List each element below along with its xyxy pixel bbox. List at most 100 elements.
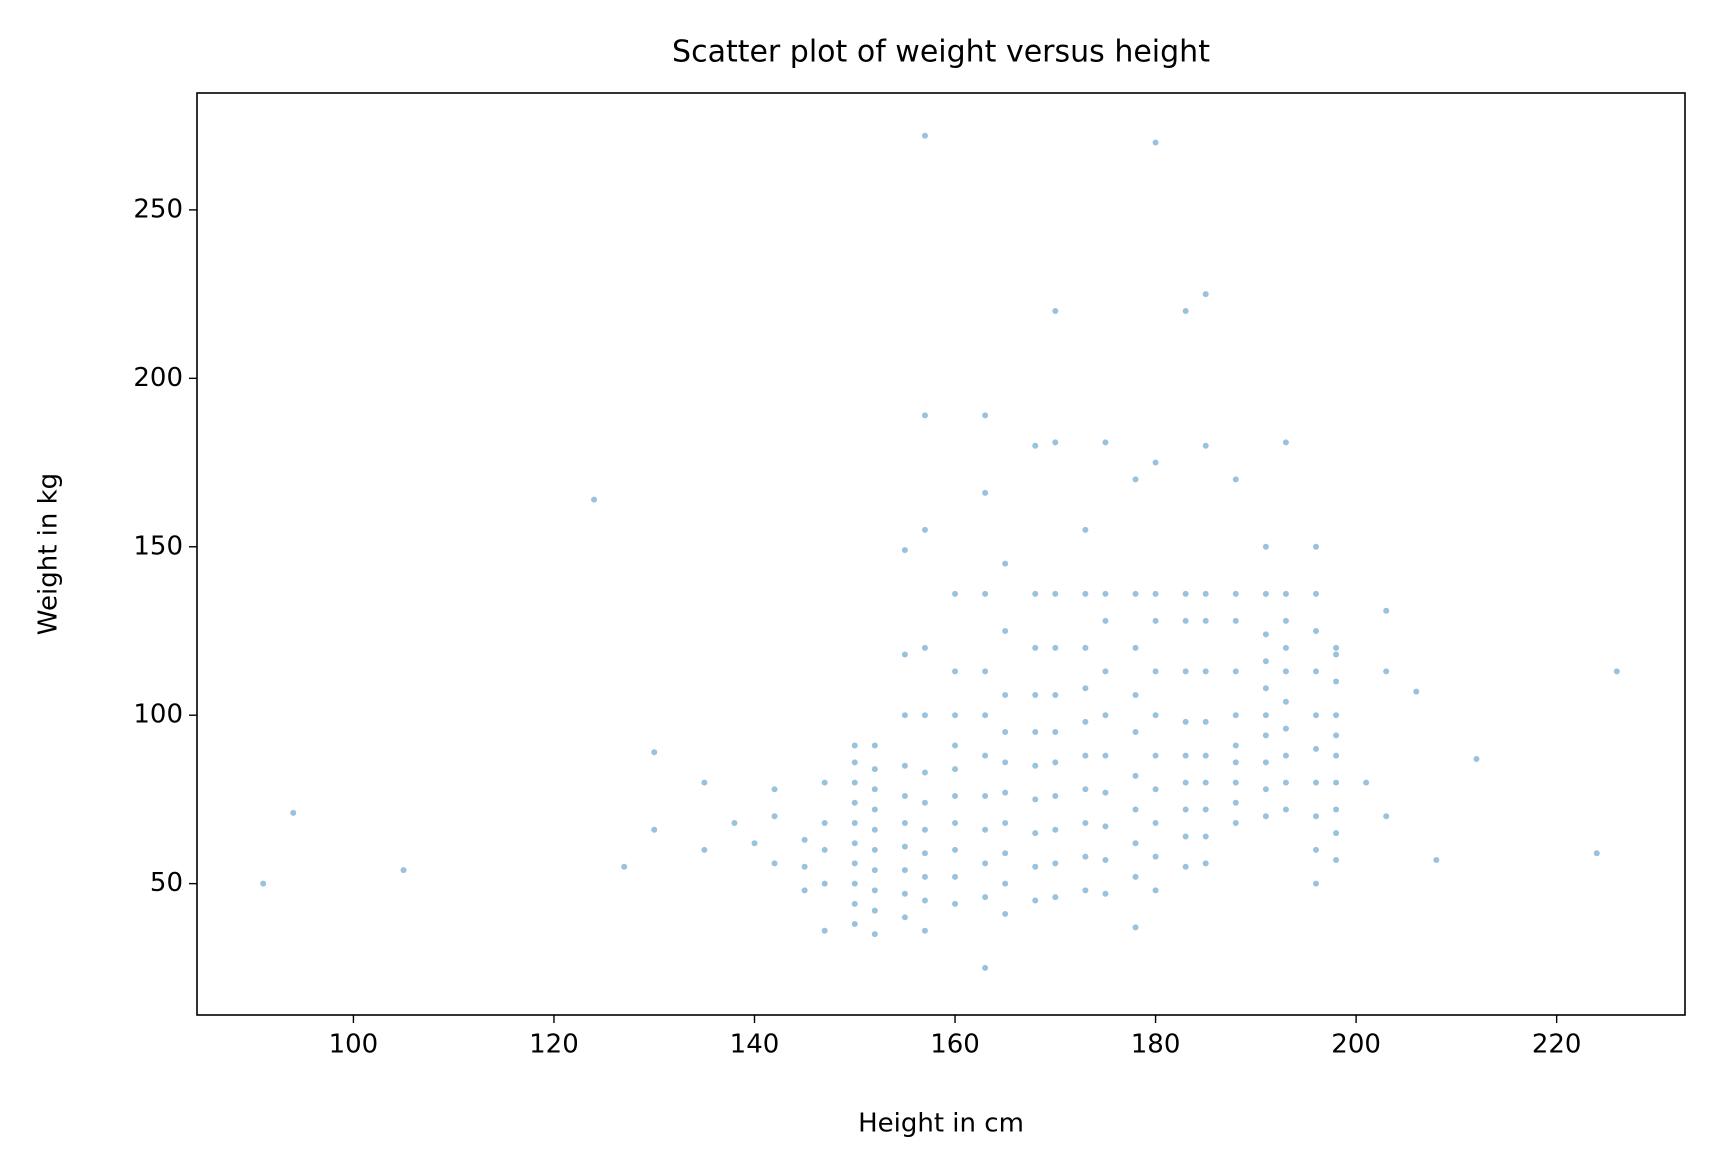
scatter-point <box>871 887 878 894</box>
scatter-point <box>1413 688 1420 695</box>
scatter-point <box>1032 762 1039 769</box>
scatter-point <box>1182 806 1189 813</box>
scatter-point <box>851 880 858 887</box>
scatter-point <box>901 819 908 826</box>
scatter-point <box>1182 752 1189 759</box>
scatter-point <box>1262 543 1269 550</box>
scatter-point <box>1052 307 1059 314</box>
scatter-point <box>1333 732 1340 739</box>
scatter-point <box>871 826 878 833</box>
scatter-point <box>1202 668 1209 675</box>
scatter-point <box>851 819 858 826</box>
scatter-point <box>952 668 959 675</box>
scatter-point <box>1232 742 1239 749</box>
scatter-point <box>1152 668 1159 675</box>
scatter-point <box>591 496 598 503</box>
scatter-point <box>1282 779 1289 786</box>
scatter-point <box>751 840 758 847</box>
scatter-point <box>1473 755 1480 762</box>
scatter-point <box>1032 442 1039 449</box>
scatter-point <box>851 921 858 928</box>
scatter-point <box>851 742 858 749</box>
scatter-point <box>851 900 858 907</box>
scatter-point <box>982 668 989 675</box>
scatter-point <box>952 900 959 907</box>
scatter-point <box>851 799 858 806</box>
scatter-point <box>921 850 928 857</box>
x-axis-label: Height in cm <box>858 1109 1024 1139</box>
scatter-point <box>260 880 267 887</box>
scatter-point <box>1202 617 1209 624</box>
scatter-point <box>1152 459 1159 466</box>
y-axis-label: Weight in kg <box>34 473 64 635</box>
x-tick-label: 100 <box>329 1030 379 1060</box>
scatter-point <box>1082 644 1089 651</box>
scatter-point <box>821 819 828 826</box>
scatter-point <box>1082 853 1089 860</box>
x-tick-label: 180 <box>1131 1030 1181 1060</box>
scatter-point <box>901 762 908 769</box>
scatter-point <box>1282 698 1289 705</box>
scatter-point <box>1383 668 1390 675</box>
scatter-point <box>1102 752 1109 759</box>
scatter-point <box>1232 712 1239 719</box>
scatter-point <box>400 867 407 874</box>
scatter-point <box>1313 779 1320 786</box>
scatter-point <box>1182 863 1189 870</box>
scatter-point <box>651 749 658 756</box>
scatter-point <box>1182 590 1189 597</box>
scatter-point <box>1313 880 1320 887</box>
scatter-point <box>982 826 989 833</box>
scatter-point <box>1282 806 1289 813</box>
scatter-point <box>1152 819 1159 826</box>
scatter-point <box>801 863 808 870</box>
scatter-point <box>1262 712 1269 719</box>
x-tick-label: 220 <box>1532 1030 1582 1060</box>
scatter-point <box>1232 759 1239 766</box>
scatter-point <box>1052 826 1059 833</box>
scatter-point <box>952 742 959 749</box>
scatter-point <box>1282 668 1289 675</box>
plot-area <box>260 132 1620 971</box>
scatter-point <box>701 846 708 853</box>
scatter-point <box>1132 476 1139 483</box>
y-tick-label: 50 <box>150 868 183 898</box>
scatter-point <box>1132 691 1139 698</box>
scatter-point <box>1002 560 1009 567</box>
scatter-point <box>1152 712 1159 719</box>
scatter-point <box>821 880 828 887</box>
scatter-point <box>982 412 989 419</box>
scatter-point <box>871 846 878 853</box>
scatter-point <box>952 766 959 773</box>
scatter-point <box>1032 830 1039 837</box>
scatter-point <box>1262 590 1269 597</box>
x-tick-label: 140 <box>730 1030 780 1060</box>
scatter-point <box>851 860 858 867</box>
scatter-point <box>851 759 858 766</box>
scatter-point <box>921 712 928 719</box>
scatter-point <box>1132 873 1139 880</box>
scatter-point <box>1102 617 1109 624</box>
scatter-point <box>1333 857 1340 864</box>
scatter-point <box>1182 833 1189 840</box>
scatter-point <box>1282 725 1289 732</box>
scatter-point <box>871 766 878 773</box>
scatter-point <box>921 826 928 833</box>
scatter-point <box>1282 439 1289 446</box>
scatter-point <box>1052 894 1059 901</box>
scatter-point <box>1202 833 1209 840</box>
scatter-point <box>1313 590 1320 597</box>
scatter-point <box>901 547 908 554</box>
scatter-point <box>1232 799 1239 806</box>
scatter-point <box>1202 806 1209 813</box>
scatter-point <box>1102 789 1109 796</box>
scatter-point <box>1202 291 1209 298</box>
scatter-point <box>1333 806 1340 813</box>
scatter-point <box>1232 819 1239 826</box>
scatter-point <box>1333 830 1340 837</box>
scatter-point <box>1232 476 1239 483</box>
scatter-point <box>1232 779 1239 786</box>
scatter-point <box>1082 526 1089 533</box>
scatter-point <box>871 786 878 793</box>
